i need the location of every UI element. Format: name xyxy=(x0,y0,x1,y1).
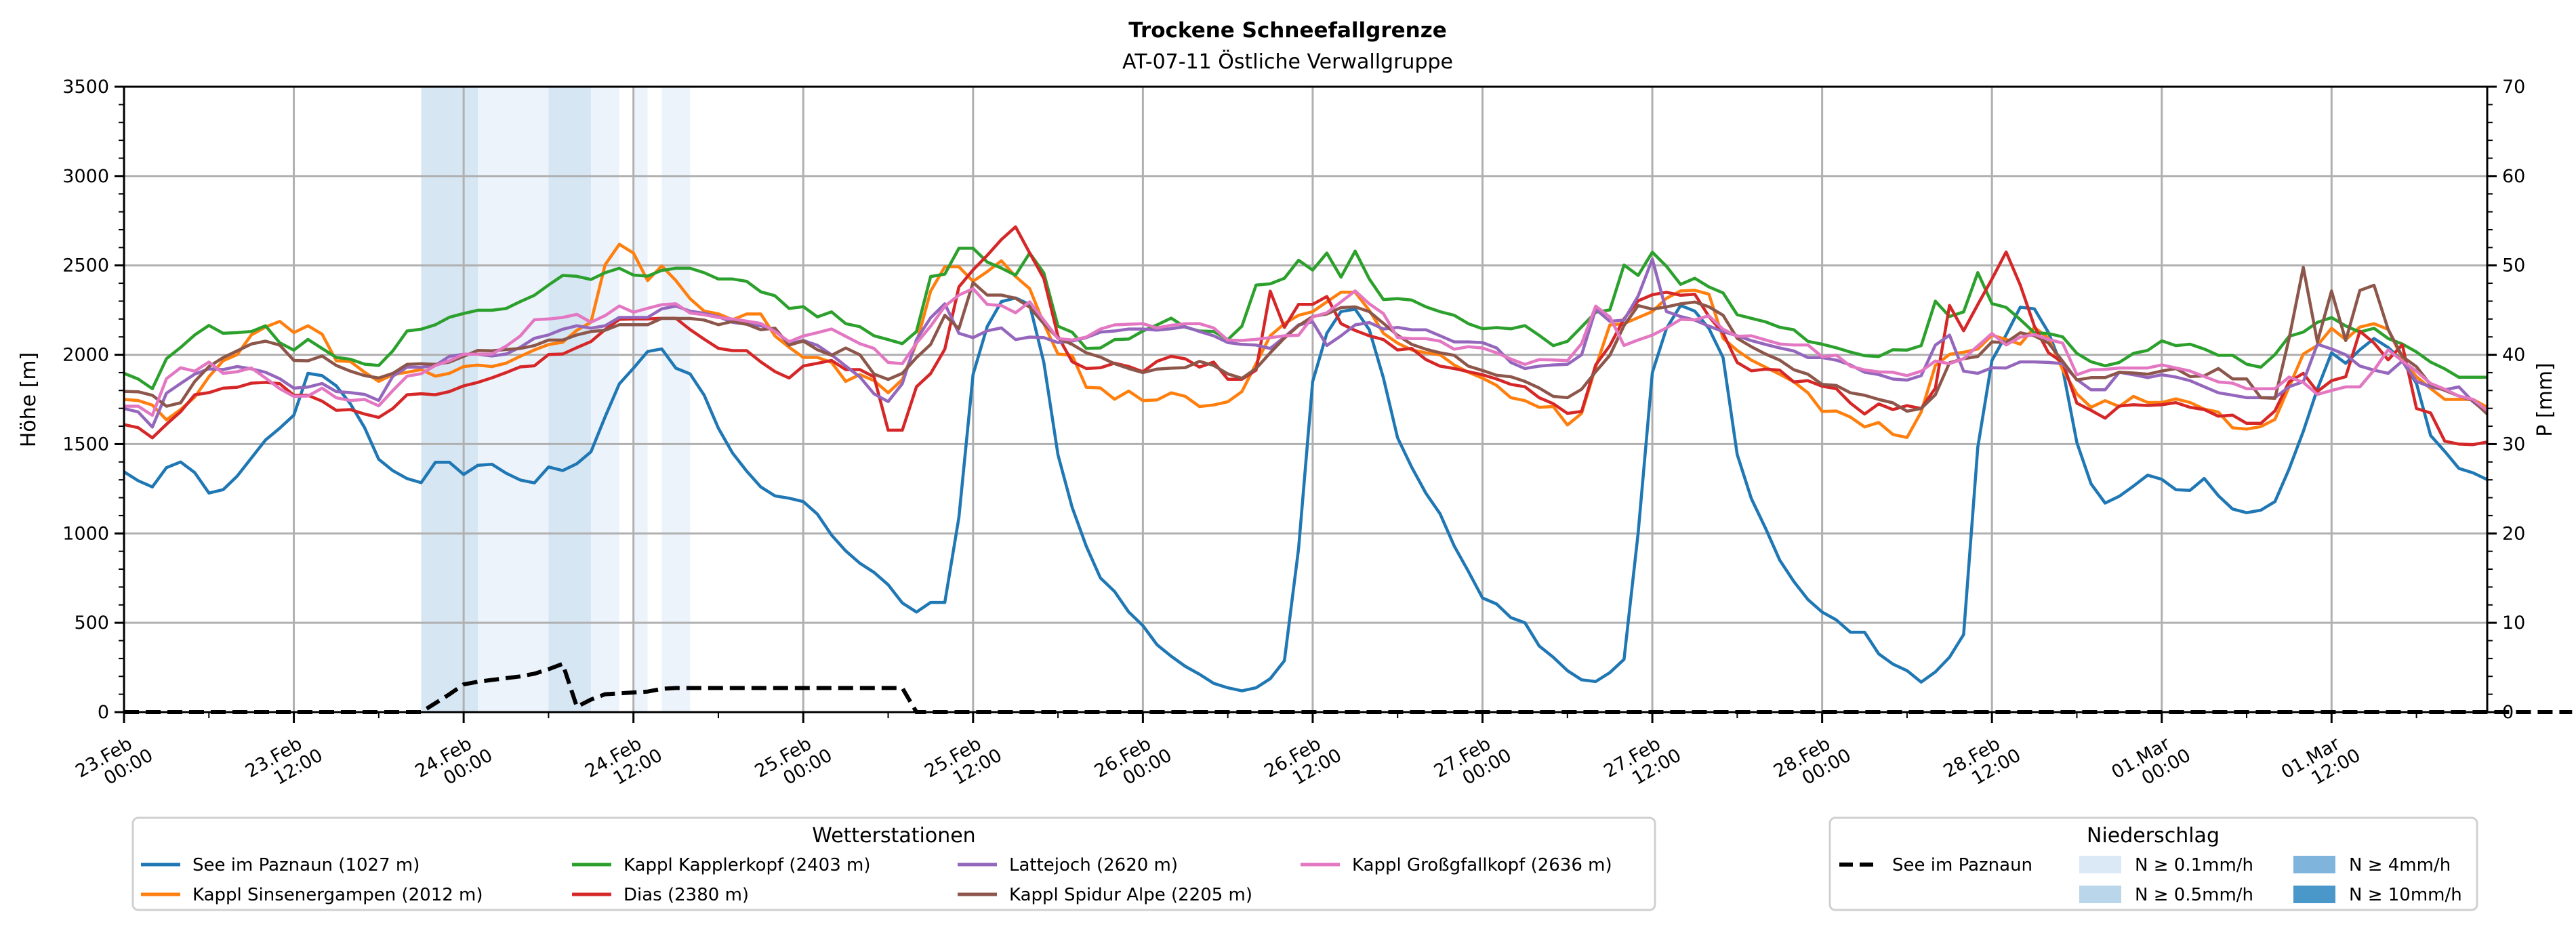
y-tick-label: 2000 xyxy=(62,345,109,366)
legend-item: Lattejoch (2620 m) xyxy=(958,855,1178,875)
y-tick-label: 500 xyxy=(74,613,109,634)
legend-precip: Niederschlag See im Paznaun N ≥ 0.1mm/h N… xyxy=(1828,816,2478,911)
legend-label: Kappl Spidur Alpe (2205 m) xyxy=(1009,885,1252,905)
y-tick-label: 3500 xyxy=(62,77,109,98)
y-tick-label: 0 xyxy=(98,702,109,723)
legend-label: Lattejoch (2620 m) xyxy=(1009,855,1178,875)
legend-level-label: N ≥ 0.5mm/h xyxy=(2135,885,2253,905)
y2-tick-label: 30 xyxy=(2502,434,2525,455)
legend-level-label: N ≥ 10mm/h xyxy=(2349,885,2462,905)
y2-tick-label: 70 xyxy=(2502,77,2525,98)
legend-label: See im Paznaun (1027 m) xyxy=(192,855,420,875)
legend-item: Kappl Sinsenergampen (2012 m) xyxy=(141,885,483,905)
legend-level-label: N ≥ 4mm/h xyxy=(2349,855,2451,875)
precip-band xyxy=(421,87,478,712)
y-axis-right: 0 10 20 30 40 50 60 70 xyxy=(2487,77,2525,723)
legend-level: N ≥ 0.5mm/h xyxy=(2079,885,2253,905)
y2-tick-label: 50 xyxy=(2502,255,2525,276)
legend-item: Kappl Großgfallkopf (2636 m) xyxy=(1301,855,1612,875)
legend-patch-icon xyxy=(2293,856,2335,873)
y2-tick-label: 0 xyxy=(2502,702,2514,723)
chart-subtitle: AT-07-11 Östliche Verwallgruppe xyxy=(1122,49,1453,74)
series-line xyxy=(123,266,2489,415)
y-axis-label: Höhe [m] xyxy=(17,352,41,448)
y-tick-label: 1000 xyxy=(62,523,109,544)
legend-level: N ≥ 0.1mm/h xyxy=(2079,855,2253,875)
legend-patch-icon xyxy=(2079,856,2121,873)
legend-stations-box xyxy=(131,816,1656,911)
y2-tick-label: 60 xyxy=(2502,166,2525,187)
legend-precip-line-label: See im Paznaun xyxy=(1892,855,2032,875)
legend-level-label: N ≥ 0.1mm/h xyxy=(2135,855,2253,875)
legend-level: N ≥ 4mm/h xyxy=(2293,855,2451,875)
series-line xyxy=(123,296,2488,692)
legend-patch-icon xyxy=(2293,886,2335,903)
precip-band xyxy=(478,87,549,712)
precip-band xyxy=(591,87,619,712)
y2-axis-label: P [mm] xyxy=(2533,362,2557,436)
station-lines xyxy=(123,225,2489,692)
legend-precip-title: Niederschlag xyxy=(2087,824,2220,848)
legend-label: Kappl Großgfallkopf (2636 m) xyxy=(1352,855,1612,875)
series-line xyxy=(124,287,2489,417)
legend-label: Kappl Sinsenergampen (2012 m) xyxy=(192,885,483,905)
y-axis-left: 0 500 1000 1500 2000 2500 3000 3500 xyxy=(62,77,124,723)
y2-tick-label: 10 xyxy=(2502,613,2525,634)
chart-title: Trockene Schneefallgrenze xyxy=(1128,18,1447,43)
legend-stations-title: Wetterstationen xyxy=(812,824,975,848)
y2-tick-label: 20 xyxy=(2502,523,2525,544)
legend-item: Dias (2380 m) xyxy=(572,885,749,905)
y-tick-label: 3000 xyxy=(62,166,109,187)
y-tick-label: 2500 xyxy=(62,255,109,276)
y2-tick-label: 40 xyxy=(2502,345,2525,366)
legend-item: Kappl Kapplerkopf (2403 m) xyxy=(572,855,870,875)
legend-item: Kappl Spidur Alpe (2205 m) xyxy=(958,885,1252,905)
precip-band xyxy=(548,87,592,712)
series-line xyxy=(123,247,2487,390)
precip-band xyxy=(661,87,691,712)
legend-stations: Wetterstationen See im Paznaun (1027 m) K… xyxy=(131,816,1656,911)
plot-frame xyxy=(123,85,2489,713)
precip-bands xyxy=(421,87,691,712)
legend-label: Kappl Kapplerkopf (2403 m) xyxy=(623,855,870,875)
legend-level: N ≥ 10mm/h xyxy=(2293,885,2462,905)
legend-item: See im Paznaun (1027 m) xyxy=(141,855,420,875)
precip-band xyxy=(633,87,648,712)
legend-patch-icon xyxy=(2079,886,2121,903)
series-line xyxy=(123,243,2489,439)
series-line xyxy=(123,225,2488,447)
legend-label: Dias (2380 m) xyxy=(623,885,749,905)
y-tick-label: 1500 xyxy=(62,434,109,455)
